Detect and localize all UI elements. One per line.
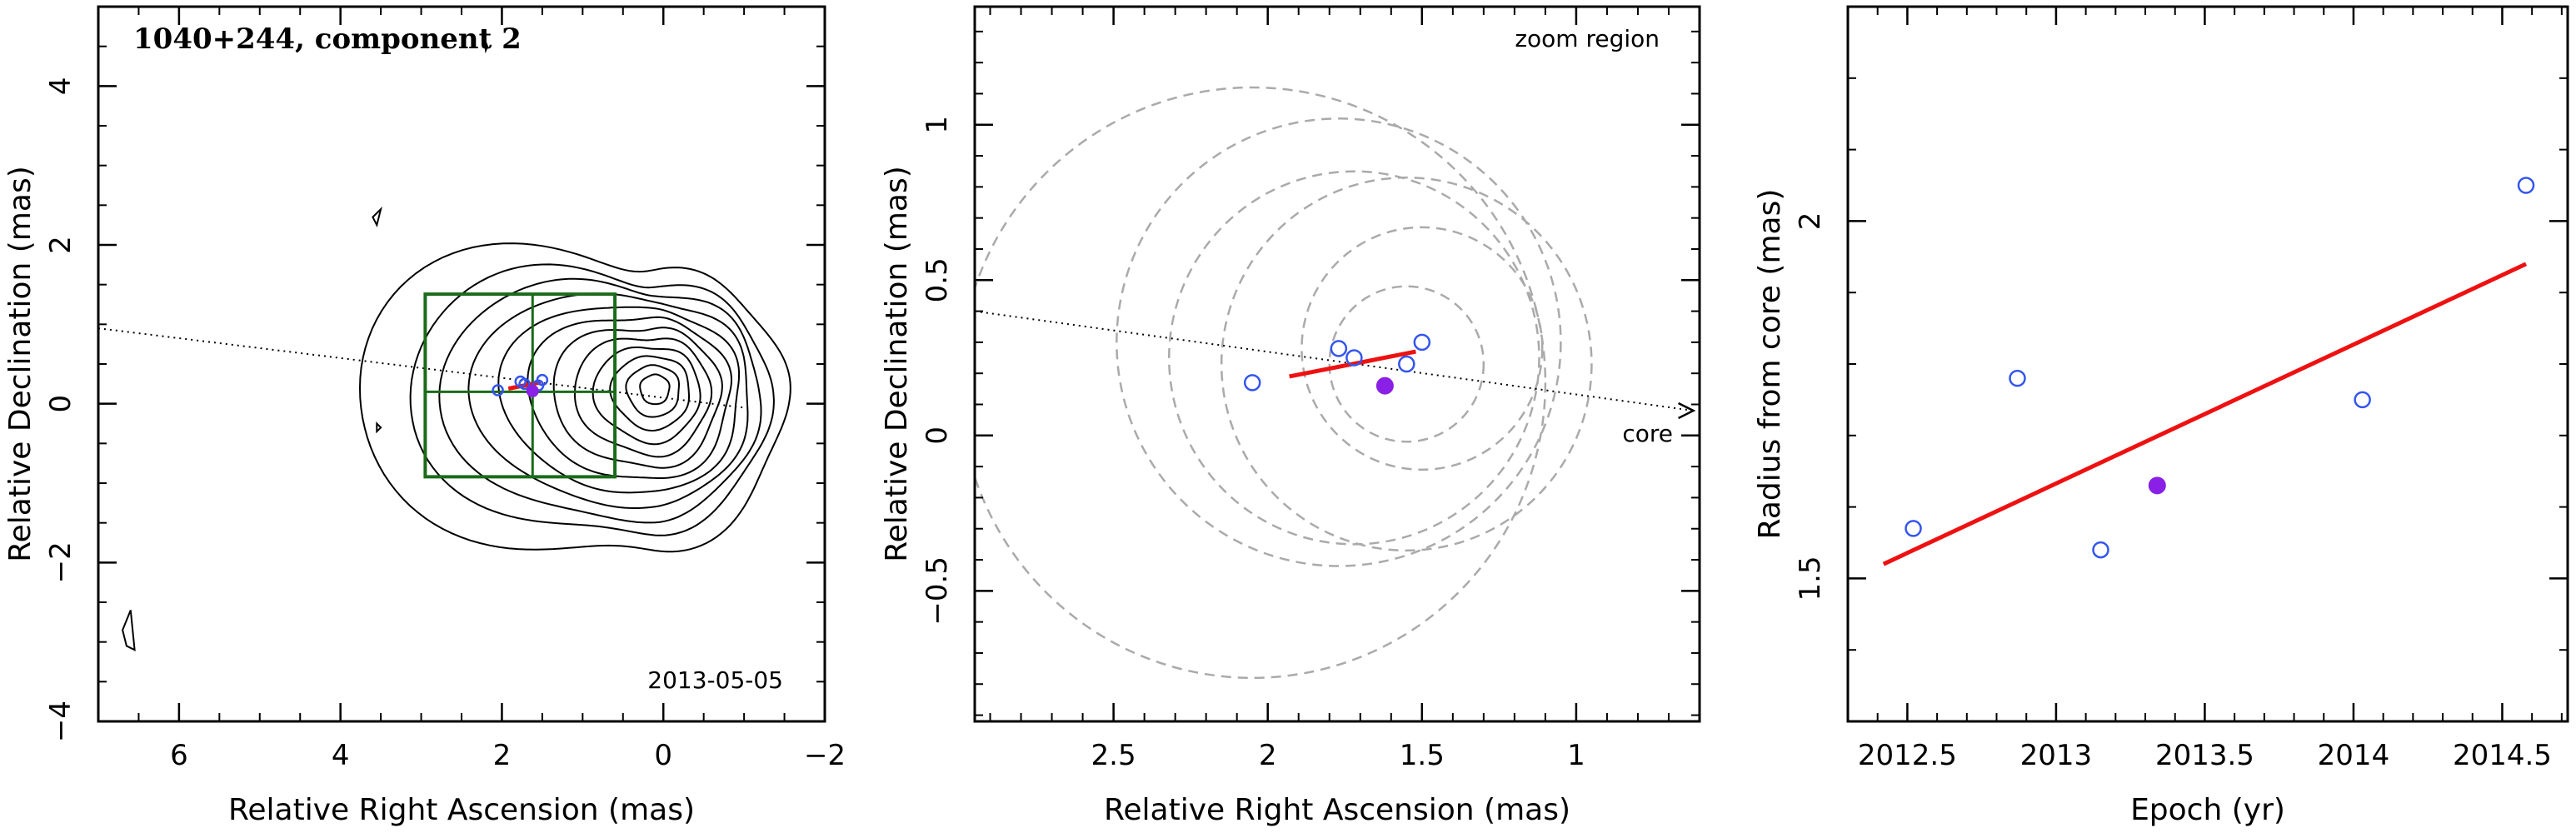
panel-2-y-tick-label: 0 [921,426,954,445]
panel-2-open-point [1398,355,1415,373]
panel-3: 2012.5 2013 2013.5 2014 2014.5 1.5 2 Epoch (yr… [1753,5,2569,827]
panel-3-ticks: 2012.5 2013 2013.5 2014 2014.5 1.5 2 [1794,6,2568,772]
contour-island [372,206,382,228]
panel-2-open-point [1243,374,1261,392]
panel-1-xlabel: Relative Right Ascension (mas) [228,793,695,827]
panel-3-open-point [2517,177,2535,194]
contour-level [358,242,791,553]
panel-3-y-tick-label: 2 [1794,212,1827,231]
panel-1-ticks: 6 4 2 0 −2 −4 −2 0 2 4 [44,6,846,772]
panel-1-y-tick-label: 4 [44,77,77,96]
contour-level [497,306,741,494]
zoom-box-rect [423,292,617,479]
panel-2-y-tick-label: 1 [921,116,954,134]
panel-2-points [1243,333,1431,395]
panel-2-title: zoom region [1515,25,1660,52]
panel-2-plot [975,86,1696,679]
panel-3-x-tick-label: 2014.5 [2453,739,2552,772]
panel-3-open-point [1905,520,1922,537]
component-size-circle [1328,285,1485,443]
panel-2-circles [975,86,1593,679]
panel-2-y-tick-label: −0.5 [921,556,954,626]
panel-2-x-tick-label: 2.5 [1091,739,1136,772]
component-size-circle [1116,117,1562,567]
panel-2: 2.5 2 1.5 1 −0.5 0 0.5 1 zoom region core Relat… [880,5,1701,827]
contour-level [574,337,713,458]
component-size-circle [1167,170,1540,546]
panel-2-x-tick-label: 1 [1567,739,1585,772]
panel-1-x-tick-label: 0 [654,739,672,772]
panel-2-open-point [1413,333,1431,352]
panel-3-ylabel: Radius from core (mas) [1753,189,1787,540]
contour-level [552,327,723,469]
panel-2-filled-point [1375,377,1394,395]
component-size-circle [1220,176,1593,552]
component-size-circle [975,86,1547,679]
panel-1-x-tick-label: 6 [170,739,188,772]
panel-3-open-point [2009,369,2026,387]
panel-3-x-tick-label: 2014 [2318,739,2390,772]
panel-2-ylabel: Relative Declination (mas) [880,166,914,562]
panel-1-y-tick-label: 2 [44,236,77,254]
panel-2-open-point [1330,340,1348,357]
contour-island [122,610,136,651]
panel-2-x-tick-label: 1.5 [1400,739,1445,772]
panel-1-open-point [536,373,549,387]
contour-level [438,277,762,524]
panel-1-ylabel: Relative Declination (mas) [3,166,37,562]
panel-1-x-tick-label: 2 [493,739,512,772]
panel-1-open-point [492,384,504,397]
panel-1-y-tick-label: 0 [44,395,77,413]
component-size-circle [1300,226,1544,471]
panel-1-title: 1040+244, component 2 [133,22,522,56]
panel-1-filled-point [526,384,539,397]
panel-3-open-point [2092,541,2109,559]
panel-1-y-tick-label: −4 [44,701,77,742]
panel-3-filled-point [2148,476,2166,495]
contour-level [609,355,690,432]
panel-2-ticks: 2.5 2 1.5 1 −0.5 0 0.5 1 [921,7,1700,772]
panel-2-x-tick-label: 2 [1259,739,1277,772]
panel-1-open-point [518,377,531,391]
panel-3-y-tick-label: 1.5 [1794,556,1827,601]
panel-2-jet-line [975,310,1694,412]
panel-3-points [1905,177,2535,559]
panel-2-fit-line [1289,349,1416,379]
panel-3-fit-line [1882,262,2528,566]
panel-3-x-tick-label: 2013 [2020,739,2093,772]
contour-level [639,373,671,406]
panel-2-open-point [1345,349,1363,367]
panel-2-core-arrow [1678,402,1696,420]
contour-level [592,347,701,446]
panel-2-frame [973,5,1701,723]
panel-3-plot [1882,177,2535,566]
panel-3-frame [1846,5,2569,723]
contour-level [625,364,680,418]
panel-3-x-tick-label: 2013.5 [2155,739,2254,772]
panel-1-y-tick-label: −2 [44,541,77,583]
panel-1: 6 4 2 0 −2 −4 −2 0 2 4 1040+244, component 2 2013… [3,5,846,827]
contour-island [376,421,382,434]
panel-1-x-tick-label: 4 [332,739,350,772]
panel-1-islands [122,37,489,651]
panel-1-x-tick-label: −2 [804,739,846,772]
panel-1-points [492,373,549,397]
contour-level [409,263,775,536]
panel-2-xlabel: Relative Right Ascension (mas) [1104,793,1570,827]
panel-1-plot [98,37,791,651]
contour-island [483,37,489,54]
panel-2-core-label: core [1622,420,1673,447]
panel-2-y-tick-label: 0.5 [921,257,954,302]
panel-1-date: 2013-05-05 [647,666,783,694]
panel-3-x-tick-label: 2012.5 [1858,739,1957,772]
panel-3-open-point [2354,391,2371,409]
panel-1-frame [97,5,826,723]
panel-3-xlabel: Epoch (yr) [2130,793,2285,827]
